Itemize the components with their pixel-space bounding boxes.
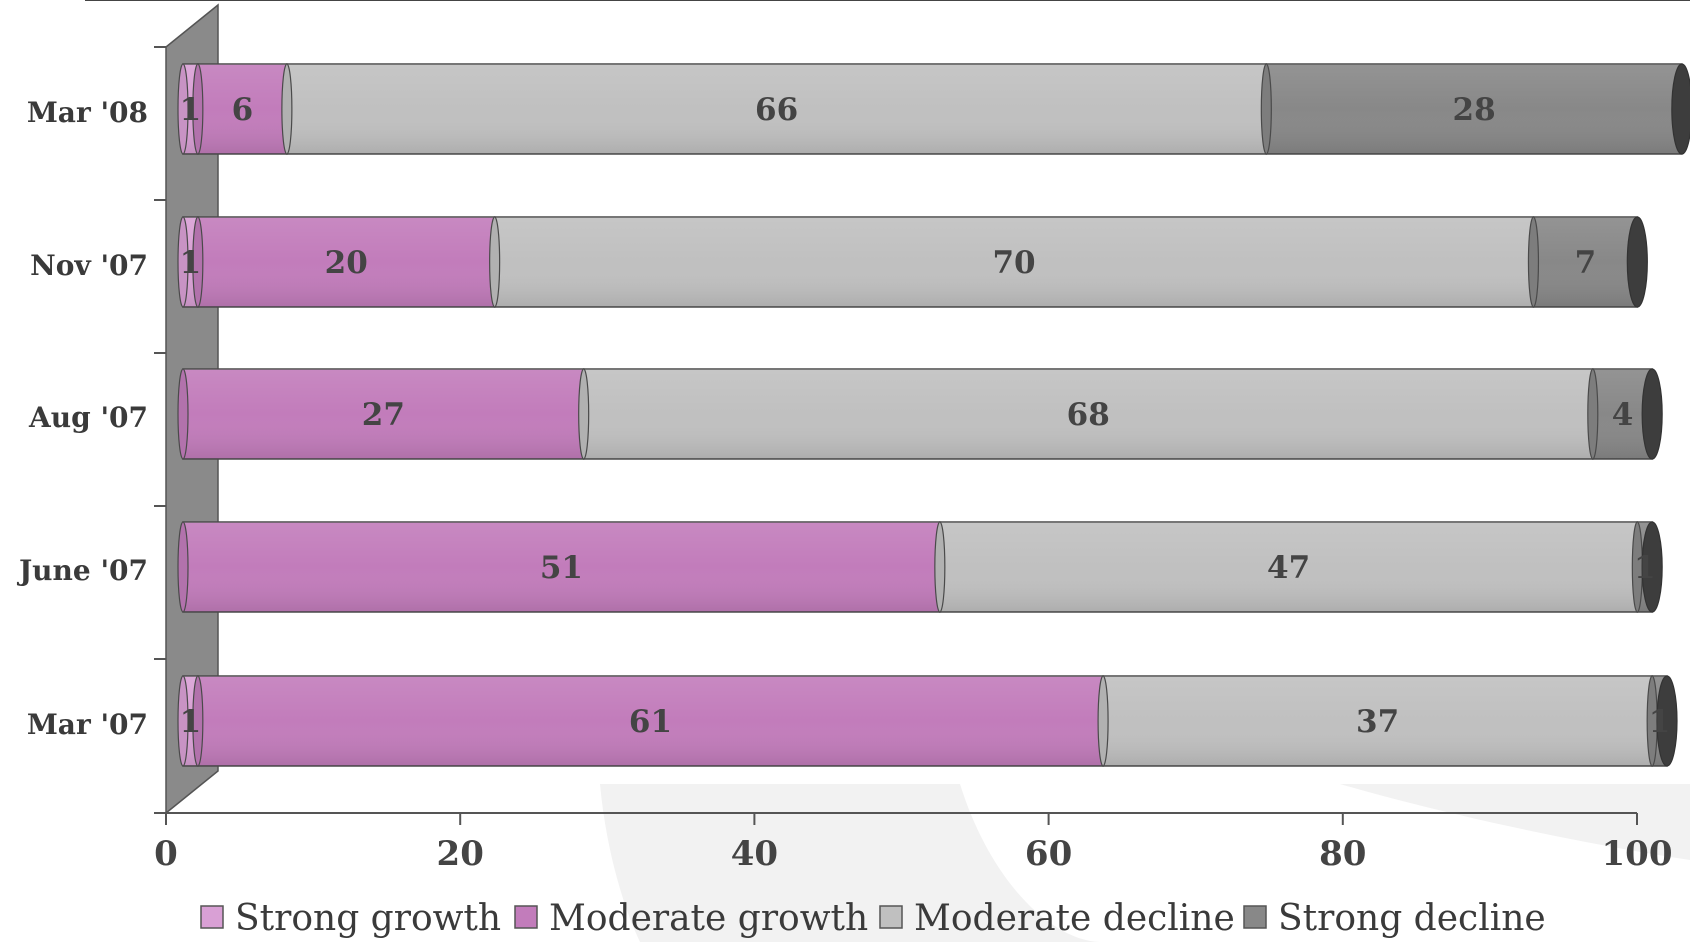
legend-label-moderate-decline: Moderate decline bbox=[914, 898, 1235, 939]
bar-cap-left bbox=[192, 675, 204, 767]
x-tick-label: 20 bbox=[437, 834, 484, 874]
data-label-moderate-decline: 37 bbox=[1356, 704, 1399, 740]
category-label: Nov '07 bbox=[30, 249, 148, 282]
category-label: Mar '07 bbox=[27, 708, 148, 741]
bar-shading bbox=[1103, 676, 1653, 766]
bar-cap-left bbox=[281, 63, 293, 155]
bar-cap-left bbox=[1587, 368, 1599, 460]
data-label-moderate-decline: 70 bbox=[992, 245, 1035, 281]
category-label: Mar '08 bbox=[27, 96, 148, 129]
data-label-moderate-growth: 20 bbox=[325, 245, 368, 281]
legend: Strong growth Moderate growth Moderate dec… bbox=[200, 898, 1546, 939]
x-tick-label: 0 bbox=[154, 834, 178, 874]
bar-end-cap bbox=[1671, 63, 1690, 155]
legend-label-strong-decline: Strong decline bbox=[1278, 898, 1546, 939]
bar-shading bbox=[197, 217, 495, 307]
bars bbox=[177, 63, 1690, 767]
data-label-moderate-growth: 6 bbox=[232, 92, 254, 128]
data-label-strong-growth: 1 bbox=[180, 245, 202, 281]
bar-end-cap bbox=[1656, 675, 1678, 767]
bar-shading bbox=[183, 522, 940, 612]
bar-cap-left bbox=[578, 368, 590, 460]
data-label-moderate-growth: 27 bbox=[362, 397, 405, 433]
legend-swatch-strong-decline bbox=[1243, 905, 1267, 929]
bar-shading bbox=[939, 522, 1638, 612]
bar-shading bbox=[583, 369, 1593, 459]
x-tick-label: 80 bbox=[1319, 834, 1366, 874]
data-label-moderate-decline: 66 bbox=[755, 92, 798, 128]
bar-cap-left bbox=[177, 368, 189, 460]
bar-cap-left bbox=[177, 216, 189, 308]
data-label-strong-growth: 1 bbox=[180, 92, 202, 128]
data-label-strong-growth: 1 bbox=[180, 704, 202, 740]
data-label-strong-decline: 4 bbox=[1612, 397, 1634, 433]
bar-cap-left bbox=[177, 675, 189, 767]
data-label-moderate-decline: 47 bbox=[1267, 550, 1310, 586]
bar-end-cap bbox=[1641, 368, 1663, 460]
legend-label-strong-growth: Strong growth bbox=[235, 898, 501, 939]
legend-swatch-moderate-decline bbox=[879, 905, 903, 929]
bar-cap-left bbox=[1260, 63, 1272, 155]
bar-cap-left bbox=[192, 63, 204, 155]
watermark-shape-right bbox=[1340, 784, 1690, 860]
data-label-moderate-growth: 61 bbox=[629, 704, 672, 740]
data-label-moderate-growth: 51 bbox=[540, 550, 583, 586]
legend-label-moderate-growth: Moderate growth bbox=[549, 898, 868, 939]
data-label-strong-decline: 28 bbox=[1453, 92, 1496, 128]
bar-end-cap bbox=[1641, 521, 1663, 613]
category-label: Aug '07 bbox=[28, 401, 148, 434]
bar-cap-left bbox=[177, 521, 189, 613]
x-tick-label: 40 bbox=[731, 834, 778, 874]
x-tick-label: 60 bbox=[1025, 834, 1072, 874]
watermark-shape-left bbox=[600, 784, 1100, 942]
bar-shading bbox=[1266, 64, 1682, 154]
legend-swatch-strong-growth bbox=[200, 905, 224, 929]
data-label-strong-decline: 1 bbox=[1634, 550, 1656, 586]
x-tick-label: 100 bbox=[1602, 834, 1673, 874]
bar-shading bbox=[183, 369, 584, 459]
bar-end-cap bbox=[1626, 216, 1648, 308]
bar-cap-left bbox=[1527, 216, 1540, 308]
data-label-moderate-decline: 68 bbox=[1067, 397, 1110, 433]
bar-cap-left bbox=[1097, 675, 1109, 767]
category-label: June '07 bbox=[16, 554, 148, 587]
bar-cap-left bbox=[192, 216, 204, 308]
bar-shading bbox=[197, 676, 1104, 766]
legend-swatch-moderate-growth bbox=[514, 905, 538, 929]
bar-cap-left bbox=[489, 216, 501, 308]
data-label-strong-decline: 1 bbox=[1649, 704, 1671, 740]
bar-shading bbox=[494, 217, 1534, 307]
bar-cap-left bbox=[177, 63, 189, 155]
bar-shading bbox=[1533, 217, 1638, 307]
data-labels: 1 61 37 151 47 127 68 41 20 70 71 6 66 28 bbox=[180, 92, 1671, 740]
bar-cap-left bbox=[934, 521, 946, 613]
bar-shading bbox=[197, 64, 287, 154]
bar-shading bbox=[286, 64, 1267, 154]
data-label-strong-decline: 7 bbox=[1575, 245, 1597, 281]
background-decoration bbox=[85, 0, 1690, 942]
